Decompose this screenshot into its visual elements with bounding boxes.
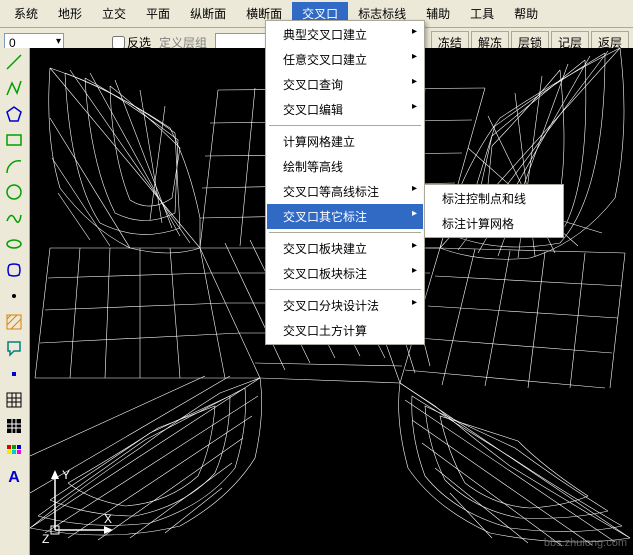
submenu-item-1[interactable]: 标注计算网格 xyxy=(426,211,562,236)
menu-4[interactable]: 纵断面 xyxy=(180,2,236,25)
menu-0[interactable]: 系统 xyxy=(4,2,48,25)
circle-tool-icon[interactable] xyxy=(2,180,26,204)
line-tool-icon[interactable] xyxy=(2,50,26,74)
menu-item-6[interactable]: 绘制等高线 xyxy=(267,154,423,179)
menu-item-7[interactable]: 交叉口等高线标注 xyxy=(267,179,423,204)
other-annotation-submenu: 标注控制点和线标注计算网格 xyxy=(424,184,564,238)
coordinate-axes-icon: Y X Z xyxy=(40,465,120,545)
spline-tool-icon[interactable] xyxy=(2,206,26,230)
menu-10[interactable]: 帮助 xyxy=(504,2,548,25)
svg-text:Z: Z xyxy=(42,532,49,545)
polygon-tool-icon[interactable] xyxy=(2,102,26,126)
text-tool-icon[interactable]: A xyxy=(2,466,26,490)
polyline-tool-icon[interactable] xyxy=(2,76,26,100)
grid-tool-icon[interactable] xyxy=(2,388,26,412)
menu-3[interactable]: 平面 xyxy=(136,2,180,25)
menu-1[interactable]: 地形 xyxy=(48,2,92,25)
menu-item-1[interactable]: 任意交叉口建立 xyxy=(267,47,423,72)
annotate-tool-icon[interactable] xyxy=(2,336,26,360)
arc-tool-icon[interactable] xyxy=(2,154,26,178)
menu-2[interactable]: 立交 xyxy=(92,2,136,25)
watermark: bbs.zhulong.com xyxy=(544,537,627,549)
point-tool-icon[interactable] xyxy=(2,284,26,308)
svg-text:X: X xyxy=(104,512,112,526)
hatch-tool-icon[interactable] xyxy=(2,310,26,334)
submenu-item-0[interactable]: 标注控制点和线 xyxy=(426,186,562,211)
menu-item-11[interactable]: 交叉口板块标注 xyxy=(267,261,423,286)
menu-item-0[interactable]: 典型交叉口建立 xyxy=(267,22,423,47)
menu-item-13[interactable]: 交叉口分块设计法 xyxy=(267,293,423,318)
node-tool-icon[interactable] xyxy=(2,362,26,386)
menu-9[interactable]: 工具 xyxy=(460,2,504,25)
menu-item-10[interactable]: 交叉口板块建立 xyxy=(267,236,423,261)
menu-item-3[interactable]: 交叉口编辑 xyxy=(267,97,423,122)
side-toolbar: A xyxy=(0,48,30,555)
ellipse-tool-icon[interactable] xyxy=(2,232,26,256)
svg-text:Y: Y xyxy=(62,468,70,482)
menu-item-2[interactable]: 交叉口查询 xyxy=(267,72,423,97)
region-tool-icon[interactable] xyxy=(2,258,26,282)
rectangle-tool-icon[interactable] xyxy=(2,128,26,152)
mesh-tool-icon[interactable] xyxy=(2,414,26,438)
intersection-menu: 典型交叉口建立任意交叉口建立交叉口查询交叉口编辑计算网格建立绘制等高线交叉口等高… xyxy=(265,20,425,345)
menu-item-8[interactable]: 交叉口其它标注 xyxy=(267,204,423,229)
palette-tool-icon[interactable] xyxy=(2,440,26,464)
menu-item-14[interactable]: 交叉口土方计算 xyxy=(267,318,423,343)
menu-item-5[interactable]: 计算网格建立 xyxy=(267,129,423,154)
